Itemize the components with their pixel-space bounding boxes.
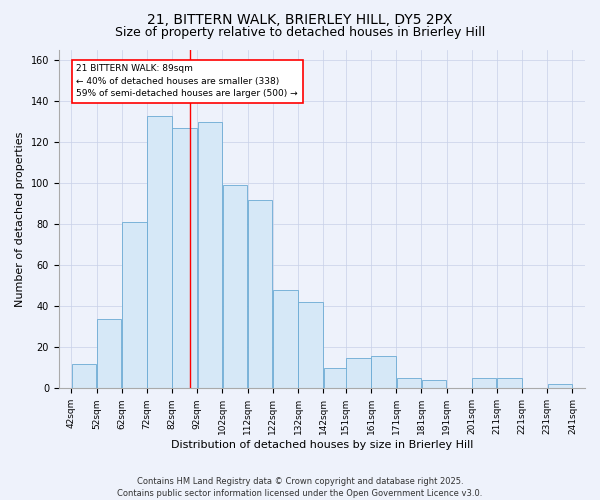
Text: 21, BITTERN WALK, BRIERLEY HILL, DY5 2PX: 21, BITTERN WALK, BRIERLEY HILL, DY5 2PX [147, 12, 453, 26]
Bar [197, 122, 222, 388]
Bar [548, 384, 572, 388]
Bar [323, 368, 348, 388]
Bar [248, 200, 272, 388]
Text: 21 BITTERN WALK: 89sqm
← 40% of detached houses are smaller (338)
59% of semi-de: 21 BITTERN WALK: 89sqm ← 40% of detached… [76, 64, 298, 98]
Bar [346, 358, 371, 388]
Bar [397, 378, 421, 388]
Bar [472, 378, 496, 388]
Bar [72, 364, 96, 388]
Text: Contains HM Land Registry data © Crown copyright and database right 2025.
Contai: Contains HM Land Registry data © Crown c… [118, 476, 482, 498]
Bar [371, 356, 396, 388]
Bar [172, 128, 197, 388]
Bar [273, 290, 298, 388]
Bar [298, 302, 323, 388]
Bar [97, 318, 121, 388]
X-axis label: Distribution of detached houses by size in Brierley Hill: Distribution of detached houses by size … [171, 440, 473, 450]
Bar [422, 380, 446, 388]
Bar [122, 222, 146, 388]
Bar [147, 116, 172, 388]
Y-axis label: Number of detached properties: Number of detached properties [15, 132, 25, 307]
Bar [223, 186, 247, 388]
Text: Size of property relative to detached houses in Brierley Hill: Size of property relative to detached ho… [115, 26, 485, 39]
Bar [497, 378, 521, 388]
